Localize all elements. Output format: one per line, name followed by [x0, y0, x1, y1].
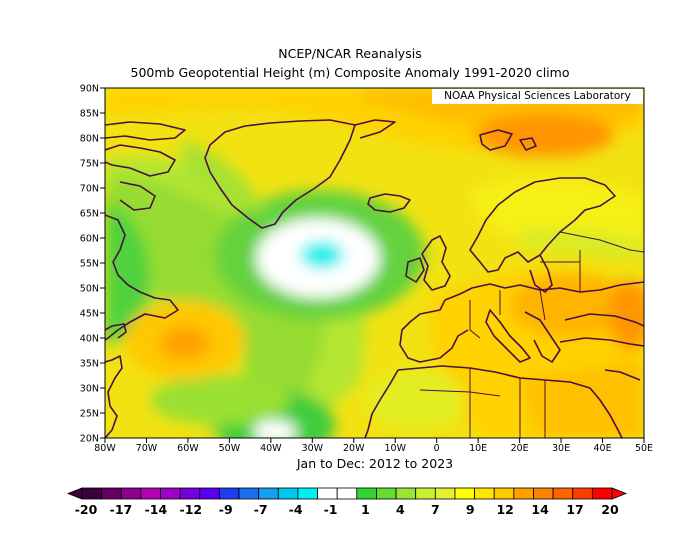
lon-tick-label: 70W	[136, 443, 158, 454]
lat-tick-label: 60N	[80, 234, 99, 245]
colorbar-label: 7	[431, 502, 440, 517]
map-subtitle: 500mb Geopotential Height (m) Composite …	[130, 65, 570, 80]
lon-tick-label: 10W	[384, 443, 406, 454]
colorbar-swatch	[297, 487, 318, 500]
lon-tick-label: 0	[434, 443, 440, 454]
lat-tick-label: 70N	[80, 184, 99, 195]
colorbar-label: 17	[566, 502, 583, 517]
colorbar-label: -7	[254, 502, 268, 517]
colorbar-swatch	[160, 487, 181, 500]
colorbar-swatch	[533, 487, 554, 500]
colorbar-label: 20	[601, 502, 619, 517]
lon-tick-label: 60W	[177, 443, 199, 454]
lon-tick-label: 20W	[343, 443, 365, 454]
lat-tick-label: 50N	[80, 284, 99, 295]
colorbar-swatch	[199, 487, 220, 500]
greenland-coast	[204, 119, 356, 229]
colorbar-swatch	[474, 487, 495, 500]
lat-tick-label: 65N	[80, 209, 99, 220]
colorbar-swatch	[572, 487, 593, 500]
colorbar-swatch	[513, 487, 534, 500]
lat-tick-label: 45N	[80, 309, 99, 320]
lat-tick-label: 25N	[80, 409, 99, 420]
lat-tick-label: 35N	[80, 359, 99, 370]
iceland-coast	[367, 193, 411, 213]
coastlines	[105, 119, 644, 438]
lon-tick-label: 50E	[635, 443, 653, 454]
colorbar-swatch	[434, 487, 456, 500]
colorbar-label: -4	[289, 502, 303, 517]
colorbar-swatch	[395, 487, 417, 500]
lat-tick-label: 85N	[80, 109, 99, 120]
lat-tick-label: 40N	[80, 334, 99, 345]
colorbar-swatch	[317, 487, 338, 500]
date-range-label: Jan to Dec: 2012 to 2023	[296, 456, 454, 471]
colorbar-swatch	[493, 487, 515, 500]
colorbar-label: 14	[531, 502, 549, 517]
colorbar-swatch	[120, 487, 142, 500]
colorbar-swatch	[356, 487, 377, 500]
colorbar-swatch	[258, 487, 279, 500]
lon-tick-label: 40E	[593, 443, 611, 454]
colorbar-swatch	[552, 487, 574, 500]
colorbar-swatch	[336, 487, 358, 500]
lon-tick-label: 30W	[302, 443, 324, 454]
lon-tick-label: 80W	[94, 443, 116, 454]
colorbar-swatch	[277, 487, 299, 500]
colorbar-swatch	[415, 487, 436, 500]
colorbar-min-arrow	[66, 487, 83, 500]
colorbar-swatch	[376, 487, 397, 500]
colorbar: -20 -17 -14 -12 -9 -7 -4 -1 1 4 7 9 12 14 17 20	[66, 487, 628, 517]
lon-tick-label: 40W	[260, 443, 282, 454]
colorbar-label: 4	[396, 502, 405, 517]
lat-tick-label: 80N	[80, 134, 99, 145]
lon-tick-label: 50W	[219, 443, 241, 454]
british-isles	[421, 235, 451, 291]
lon-tick-label: 20E	[511, 443, 529, 454]
colorbar-swatch	[140, 487, 161, 500]
lon-tick-label: 30E	[552, 443, 570, 454]
lat-tick-label: 90N	[80, 84, 99, 95]
colorbar-swatch	[179, 487, 201, 500]
colorbar-swatch	[454, 487, 475, 500]
colorbar-label: 1	[361, 502, 370, 517]
colorbar-label: -14	[145, 502, 168, 517]
colorbar-max-arrow	[611, 487, 628, 500]
colorbar-label: -20	[75, 502, 98, 517]
colorbar-label: -1	[324, 502, 338, 517]
colorbar-label: -9	[219, 502, 233, 517]
colorbar-label: -17	[110, 502, 133, 517]
colorbar-swatch	[219, 487, 240, 500]
colorbar-label: 9	[466, 502, 475, 517]
lat-tick-label: 30N	[80, 384, 99, 395]
lat-tick-label: 20N	[80, 434, 99, 445]
lat-tick-label: 55N	[80, 259, 99, 270]
lat-tick-label: 75N	[80, 159, 99, 170]
longitude-axis: 80W 70W 60W 50W 40W 30W 20W 10W 0 10E 20E 30E 40E 50E	[94, 438, 653, 454]
colorbar-swatch	[591, 487, 613, 500]
credit-label: NOAA Physical Sciences Laboratory	[432, 89, 643, 104]
colorbar-swatch	[238, 487, 260, 500]
latitude-axis: 90N 85N 80N 75N 70N 65N 60N 55N 50N 45N 40N 35N 30N 2…	[80, 84, 105, 445]
colorbar-label: -12	[180, 502, 203, 517]
lon-tick-label: 10E	[469, 443, 487, 454]
colorbar-swatch	[81, 487, 103, 500]
colorbar-label: 12	[496, 502, 513, 517]
map-title: NCEP/NCAR Reanalysis	[278, 46, 422, 61]
colorbar-swatch	[101, 487, 122, 500]
